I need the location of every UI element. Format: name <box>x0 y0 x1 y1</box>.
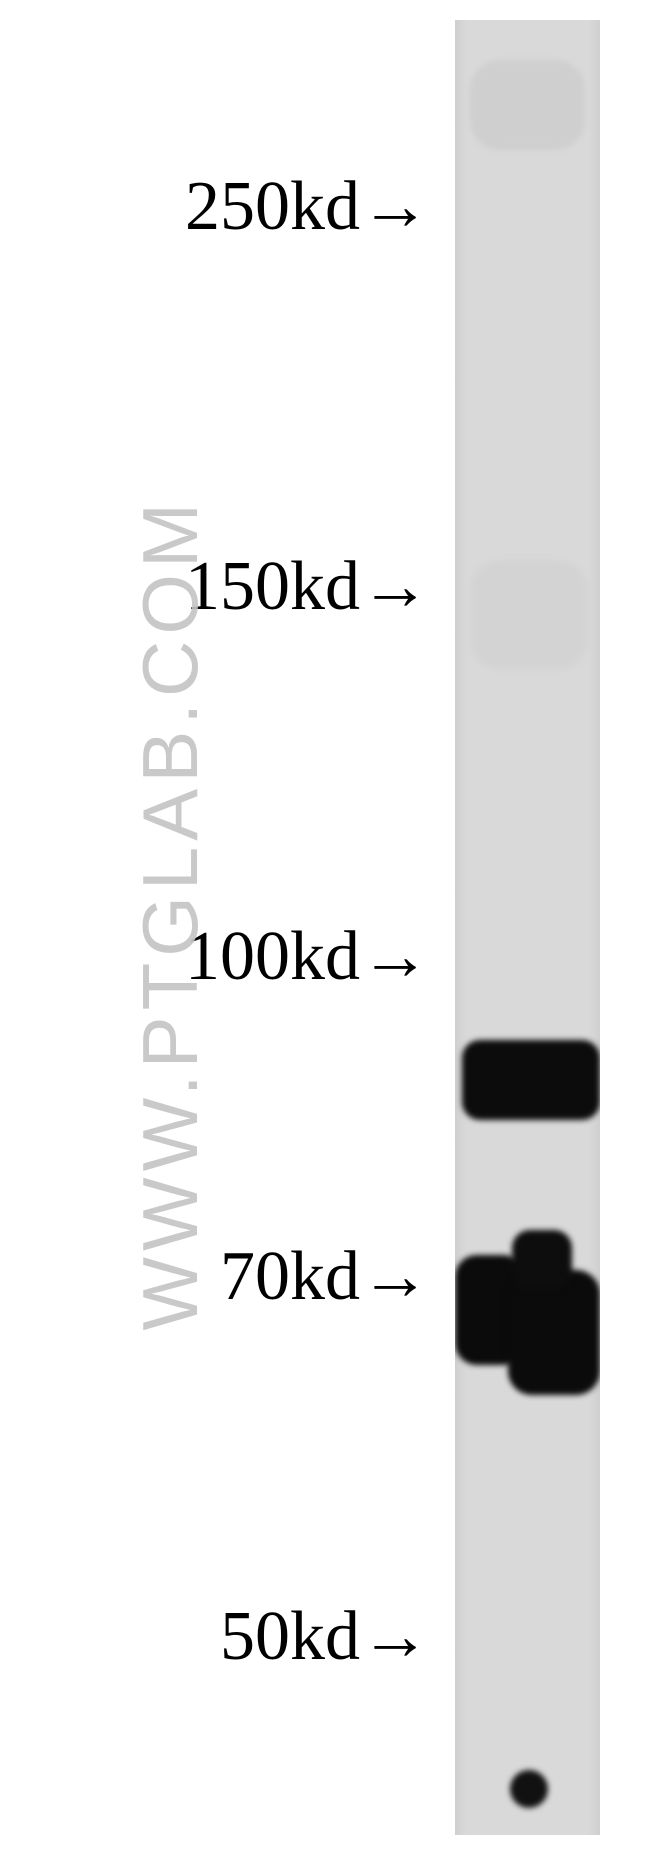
blot-band <box>470 60 585 150</box>
mw-marker-label: 150kd→ <box>185 547 430 627</box>
lane-background <box>455 20 600 1835</box>
blot-band <box>470 560 588 670</box>
mw-marker-label: 70kd→ <box>220 1237 430 1317</box>
mw-marker-label: 250kd→ <box>185 167 430 247</box>
blot-band <box>462 1040 600 1120</box>
western-blot-lane <box>455 20 600 1835</box>
blot-band <box>510 1770 548 1808</box>
mw-marker-label: 100kd→ <box>185 917 430 997</box>
blot-band <box>512 1230 572 1290</box>
mw-marker-label: 50kd→ <box>220 1597 430 1677</box>
